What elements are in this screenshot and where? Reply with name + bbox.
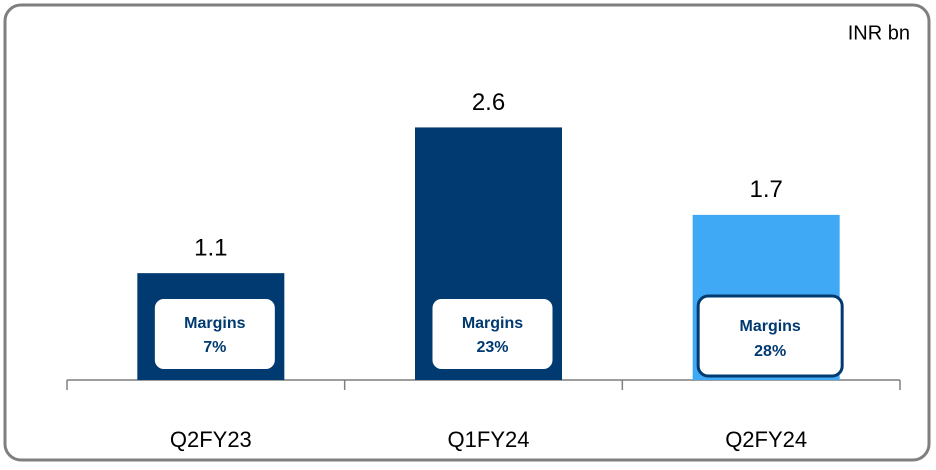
margin-title: Margins [184, 315, 245, 332]
unit-label: INR bn [848, 22, 910, 44]
data-label: 2.6 [472, 89, 505, 116]
margin-box [696, 294, 844, 378]
margin-value: 23% [476, 339, 508, 356]
margin-value: 28% [754, 343, 786, 360]
data-label: 1.1 [194, 234, 227, 261]
x-tick-label: Q1FY24 [448, 427, 530, 452]
x-tick-label: Q2FY24 [725, 427, 807, 452]
data-label: 1.7 [749, 176, 782, 203]
margin-title: Margins [462, 315, 523, 332]
x-tick-label: Q2FY23 [170, 427, 252, 452]
margin-box [152, 297, 277, 371]
margin-value: 7% [203, 339, 226, 356]
margin-box [430, 297, 555, 371]
margin-title: Margins [739, 318, 800, 335]
